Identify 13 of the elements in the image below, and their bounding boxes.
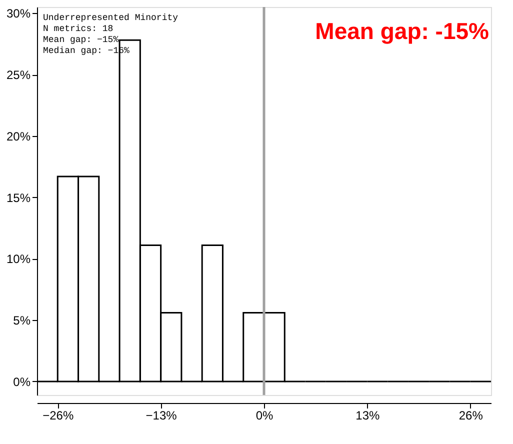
x-tick-label: 26%	[458, 408, 484, 422]
y-tick-label: 5%	[13, 314, 31, 328]
y-tick-label: 10%	[6, 252, 31, 266]
x-tick-label: 13%	[356, 408, 380, 422]
y-tick-label: 30%	[6, 6, 31, 21]
annotation: Mean gap: -15%	[315, 18, 489, 44]
y-tick-label: 20%	[6, 129, 31, 144]
x-tick-label: −26%	[42, 408, 74, 422]
y-tick-label: 0%	[13, 374, 31, 389]
x-tick-label: −13%	[146, 408, 178, 422]
x-tick-label: 0%	[256, 408, 274, 422]
y-tick-label: 25%	[6, 68, 31, 82]
y-tick-label: 15%	[6, 190, 31, 205]
